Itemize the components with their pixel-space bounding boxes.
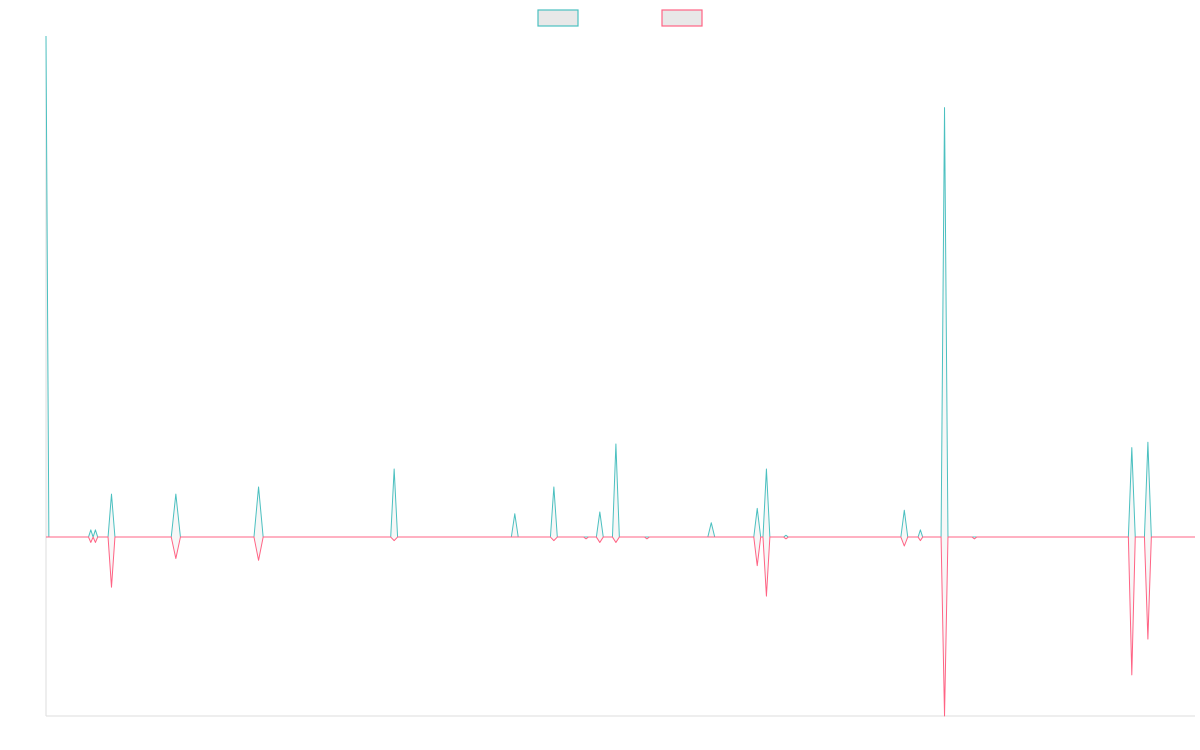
series-1 bbox=[45, 35, 1195, 538]
plot-area bbox=[45, 35, 1195, 717]
axes bbox=[45, 36, 1195, 717]
series-2-area bbox=[46, 537, 1195, 716]
series-2-line bbox=[46, 536, 1195, 717]
legend-swatch-1[interactable] bbox=[537, 9, 579, 27]
series-1-area bbox=[46, 36, 1195, 538]
series-1-line bbox=[45, 35, 1195, 538]
legend[interactable] bbox=[537, 9, 703, 27]
series-2 bbox=[46, 536, 1195, 717]
legend-swatch-2[interactable] bbox=[661, 9, 703, 27]
